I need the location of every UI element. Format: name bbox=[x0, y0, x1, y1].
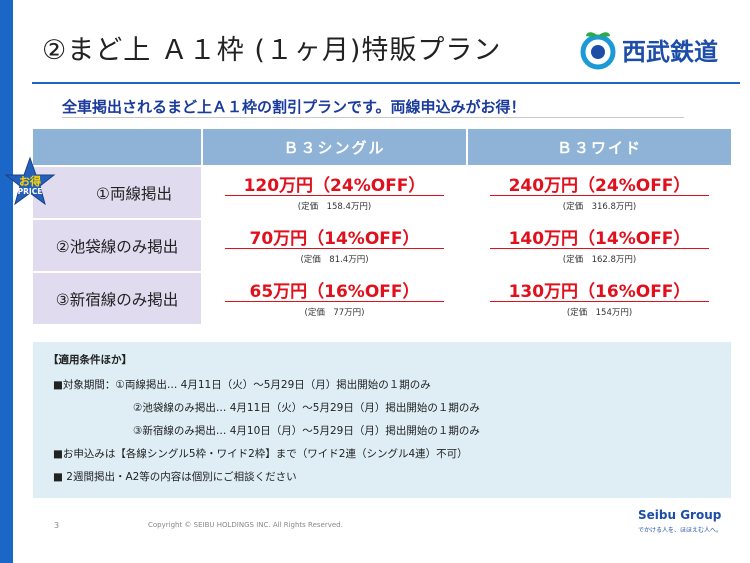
price-underline bbox=[225, 301, 444, 302]
table-row: ③新宿線のみ掲出 65万円（16%OFF） (定価 77万円) 130万円（16… bbox=[33, 273, 731, 324]
accent-bar bbox=[0, 0, 13, 563]
discount-price: 120万円（24%OFF） bbox=[243, 176, 426, 196]
star-icon bbox=[4, 156, 56, 206]
badge-label: お得 bbox=[19, 175, 41, 188]
conditions-box: 【適用条件ほか】 ■対象期間：①両線掲出… 4月11日（火）～5月29日（月）掲… bbox=[33, 342, 731, 498]
group-tagline: でかける人を、ほほえむ人へ。 bbox=[638, 527, 723, 534]
price-cell: 65万円（16%OFF） (定価 77万円) bbox=[203, 273, 466, 324]
price-cell: 70万円（14%OFF） (定価 81.4万円) bbox=[203, 220, 466, 271]
list-price: (定価 158.4万円) bbox=[297, 202, 372, 212]
price-cell: 130万円（16%OFF） (定価 154万円) bbox=[468, 273, 731, 324]
condition-line: ■ 2週間掲出・A2等の内容は個別にご相談ください bbox=[53, 471, 297, 483]
column-header-single: Ｂ３シングル bbox=[203, 129, 466, 165]
condition-line: ③新宿線のみ掲出… 4月10日（月）～5月29日（月）掲出開始の１期のみ bbox=[133, 425, 480, 437]
list-price: (定価 77万円) bbox=[304, 308, 365, 318]
table-row: ①両線掲出 120万円（24%OFF） (定価 158.4万円) 240万円（2… bbox=[33, 167, 731, 218]
condition-line: ②池袋線のみ掲出… 4月11日（火）～5月29日（月）掲出開始の１期のみ bbox=[133, 402, 480, 414]
brand-name: 西武鉄道 bbox=[622, 38, 718, 66]
row-label: ③新宿線のみ掲出 bbox=[33, 273, 201, 324]
table-corner-cell bbox=[33, 129, 201, 165]
table-row: ②池袋線のみ掲出 70万円（14%OFF） (定価 81.4万円) 140万円（… bbox=[33, 220, 731, 271]
page-number: 3 bbox=[54, 521, 60, 530]
price-underline bbox=[490, 301, 709, 302]
subtitle-underline bbox=[62, 117, 684, 118]
condition-line: ■お申込みは【各線シングル5枠・ワイド2枠】まで（ワイド2連（シングル4連）不可… bbox=[53, 448, 468, 460]
row-label-text: ①両線掲出 bbox=[96, 184, 172, 203]
discount-price: 130万円（16%OFF） bbox=[508, 282, 691, 302]
column-header-wide: Ｂ３ワイド bbox=[468, 129, 731, 165]
list-price: (定価 162.8万円) bbox=[562, 255, 637, 265]
group-logo-text: Seibu Group bbox=[638, 508, 722, 522]
title-divider bbox=[32, 82, 740, 84]
seibu-mark-icon bbox=[580, 32, 616, 70]
plan-subtitle: 全車掲出されるまど上Ａ１枠の割引プランです。両線申込みがお得！ bbox=[62, 98, 526, 116]
list-price: (定価 316.8万円) bbox=[562, 202, 637, 212]
price-cell: 240万円（24%OFF） (定価 316.8万円) bbox=[468, 167, 731, 218]
price-underline bbox=[490, 248, 709, 249]
seibu-group-logo: Seibu Group でかける人を、ほほえむ人へ。 bbox=[638, 506, 738, 540]
badge-sublabel: PRICE bbox=[17, 187, 43, 196]
otoku-price-badge: お得 PRICE bbox=[4, 156, 56, 208]
discount-price: 65万円（16%OFF） bbox=[249, 282, 420, 302]
condition-line: ■対象期間：①両線掲出… 4月11日（火）～5月29日（月）掲出開始の１期のみ bbox=[53, 379, 431, 391]
row-label: ①両線掲出 bbox=[33, 167, 201, 218]
list-price: (定価 154万円) bbox=[566, 308, 633, 318]
price-cell: 120万円（24%OFF） (定価 158.4万円) bbox=[203, 167, 466, 218]
discount-price: 240万円（24%OFF） bbox=[508, 176, 691, 196]
copyright-text: Copyright © SEIBU HOLDINGS INC. All Righ… bbox=[148, 521, 343, 529]
page-title: ②まど上 Ａ１枠 (１ヶ月)特販プラン bbox=[42, 35, 502, 66]
seibu-railway-logo: 西武鉄道 bbox=[578, 26, 738, 70]
price-underline bbox=[490, 195, 709, 196]
price-cell: 140万円（14%OFF） (定価 162.8万円) bbox=[468, 220, 731, 271]
conditions-heading: 【適用条件ほか】 bbox=[48, 354, 132, 366]
price-underline bbox=[225, 248, 444, 249]
price-underline bbox=[225, 195, 444, 196]
discount-price: 140万円（14%OFF） bbox=[508, 229, 691, 249]
discount-price: 70万円（14%OFF） bbox=[249, 229, 420, 249]
row-label: ②池袋線のみ掲出 bbox=[33, 220, 201, 271]
list-price: (定価 81.4万円) bbox=[300, 255, 369, 265]
